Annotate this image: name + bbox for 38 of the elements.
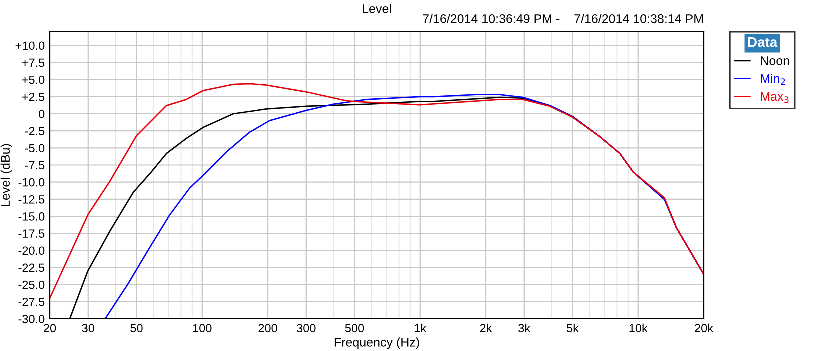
y-tick-label: -10.0 [18, 178, 45, 187]
x-tick-label: 200 [258, 324, 278, 333]
x-tick-label: 500 [345, 324, 364, 333]
y-tick-label: +7.5 [22, 58, 45, 68]
x-tick-label: 30 [82, 324, 94, 333]
y-tick-label: -27.5 [18, 298, 45, 306]
legend-label: Noon [761, 56, 790, 66]
x-tick-label: 2k [480, 324, 492, 332]
y-tick-label: +5.0 [22, 76, 45, 84]
y-tick-label: 0 [39, 110, 45, 118]
y-tick-label: -15.0 [18, 212, 45, 221]
y-tick-label: -7.5 [25, 161, 45, 170]
y-tick-label: -5.0 [25, 144, 45, 153]
chart-title: Level [363, 4, 392, 14]
legend-title: Data [748, 38, 778, 48]
x-tick-label: 10k [630, 324, 648, 333]
legend-label: Max$_{3}$ [761, 92, 789, 104]
y-tick-label: -12.5 [18, 195, 45, 204]
y-tick-label: -22.5 [18, 264, 45, 272]
x-tick-label: 5k [566, 324, 579, 333]
x-tick-label: 3k [518, 324, 531, 333]
x-tick-label: 20k [695, 324, 714, 333]
y-tick-label: -20.0 [18, 246, 45, 256]
y-tick-label: -25.0 [18, 280, 45, 290]
y-tick-label: +10.0 [16, 42, 45, 50]
y-tick-label: +2.5 [22, 92, 45, 102]
x-axis-title: Frequency (Hz) [334, 338, 420, 350]
y-tick-label: -2.5 [25, 127, 45, 136]
y-axis-title: Level (dBu) [0, 144, 12, 206]
y-tick-label: -17.5 [18, 230, 45, 238]
x-tick-label: 100 [193, 324, 212, 333]
legend-label: Min$_{2}$ [761, 74, 786, 86]
x-tick-label: 50 [130, 324, 143, 333]
x-tick-label: 1k [415, 324, 427, 332]
chart-subtitle: 7/16/2014 10:36:49 PM - 7/16/2014 10:38:14 PM [423, 14, 703, 24]
y-tick-label: -30.0 [18, 315, 45, 324]
x-tick-label: 20 [44, 324, 56, 333]
x-tick-label: 300 [296, 324, 316, 333]
